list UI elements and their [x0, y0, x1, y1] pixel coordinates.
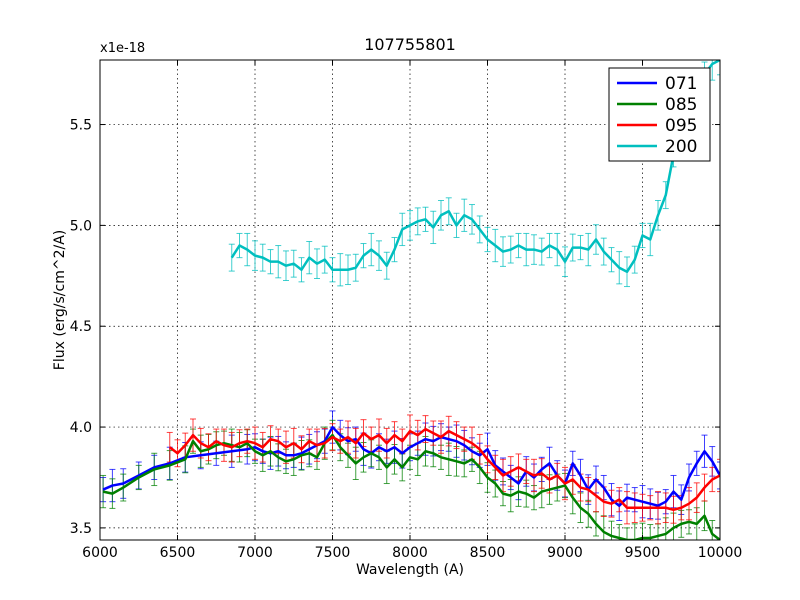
y-tick-label: 5.0	[70, 218, 92, 234]
x-tick-label: 7000	[237, 545, 273, 561]
axis-ticks: 6000 6500 7000 7500 8000 8500 9000 9500 10000 3.5…	[70, 60, 743, 561]
x-tick-label: 9500	[625, 545, 661, 561]
x-tick-label: 7500	[315, 545, 351, 561]
x-axis-label: Wavelength (A)	[356, 562, 464, 578]
y-tick-label: 3.5	[70, 521, 92, 537]
x-tick-label: 6500	[160, 545, 196, 561]
x-tick-label: 8000	[392, 545, 428, 561]
y-tick-label: 5.5	[70, 118, 92, 134]
y-tick-label: 4.0	[70, 420, 92, 436]
legend-label-071: 071	[665, 74, 697, 94]
legend-label-200: 200	[665, 137, 697, 157]
y-tick-label: 4.5	[70, 319, 92, 335]
legend-label-085: 085	[665, 95, 697, 115]
series-line-071	[102, 425, 720, 507]
chart-title: 107755801	[364, 35, 456, 54]
x-tick-label: 6000	[82, 545, 118, 561]
legend-label-095: 095	[665, 116, 697, 136]
series-line-095	[168, 427, 720, 511]
x-tick-label: 9000	[547, 545, 583, 561]
series-lines	[102, 60, 720, 540]
series-line-200	[230, 60, 720, 274]
x-tick-label: 10000	[698, 545, 743, 561]
x-tick-label: 8500	[470, 545, 506, 561]
y-axis-label: Flux (erg/s/cm^2/A)	[52, 230, 68, 370]
y-offset-label: x1e-18	[100, 41, 145, 56]
grid-lines	[100, 60, 720, 540]
